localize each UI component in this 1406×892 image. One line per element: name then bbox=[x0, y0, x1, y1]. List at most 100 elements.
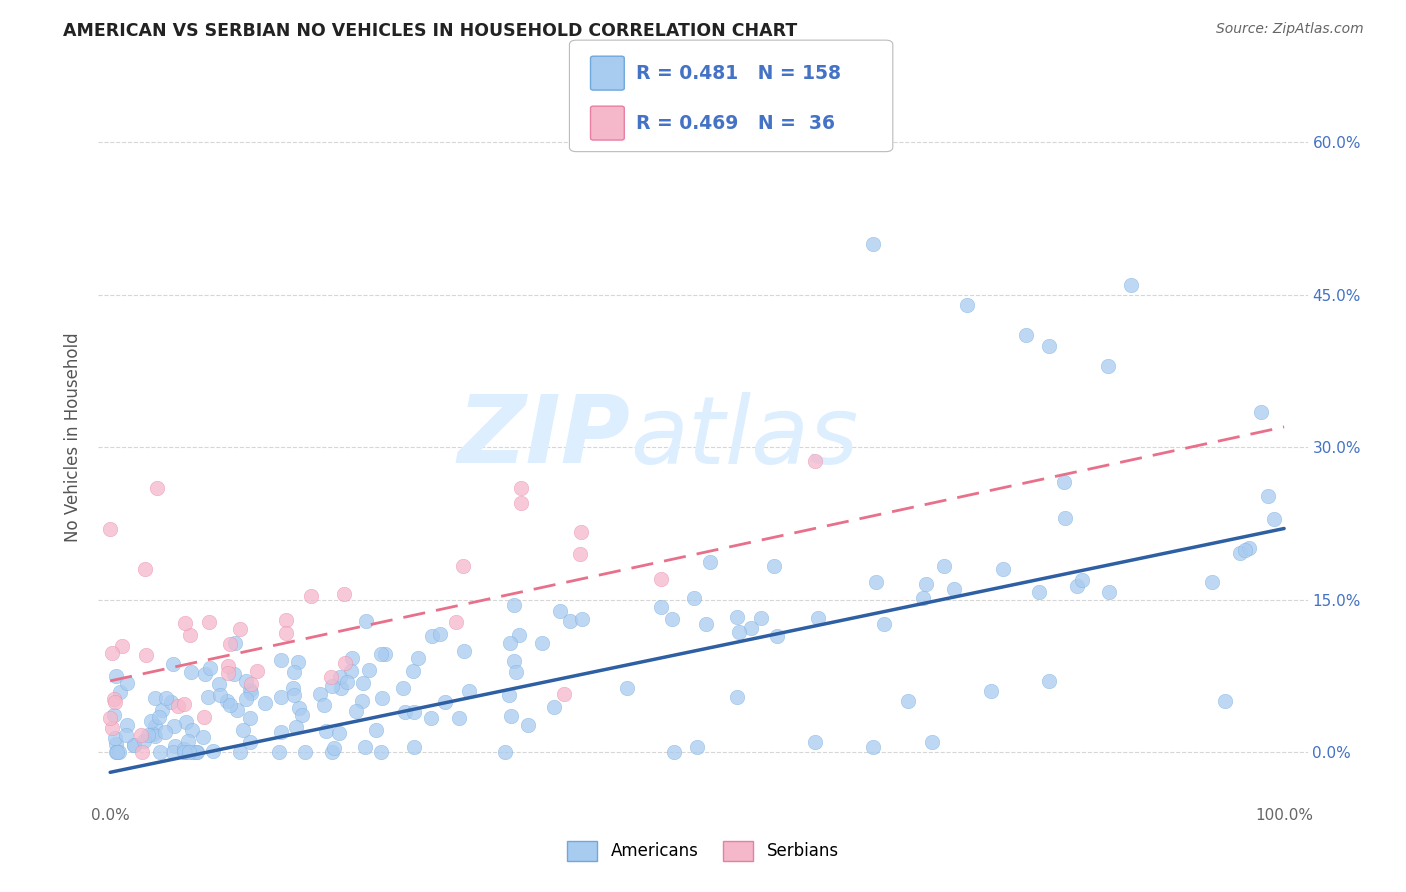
Point bbox=[1038, 339, 1060, 353]
Point bbox=[235, 673, 257, 688]
Point bbox=[198, 661, 221, 675]
Point bbox=[1237, 541, 1260, 555]
Point bbox=[1053, 475, 1076, 489]
Point bbox=[163, 719, 186, 733]
Point bbox=[1263, 512, 1285, 526]
Point bbox=[315, 724, 337, 739]
Point bbox=[444, 615, 467, 629]
Point bbox=[553, 687, 575, 701]
Point bbox=[333, 656, 356, 670]
Point bbox=[404, 739, 426, 754]
Point bbox=[865, 574, 887, 589]
Point bbox=[370, 745, 392, 759]
Point bbox=[115, 675, 138, 690]
Point bbox=[429, 627, 451, 641]
Text: R = 0.481   N = 158: R = 0.481 N = 158 bbox=[636, 63, 841, 83]
Point bbox=[449, 711, 471, 725]
Point bbox=[391, 681, 413, 695]
Point bbox=[329, 670, 352, 684]
Point bbox=[239, 711, 262, 725]
Point bbox=[186, 745, 208, 759]
Point bbox=[1201, 575, 1223, 590]
Point bbox=[198, 615, 221, 630]
Point bbox=[108, 745, 131, 759]
Point bbox=[683, 591, 706, 605]
Point bbox=[991, 562, 1014, 576]
Point bbox=[394, 705, 416, 719]
Point bbox=[370, 647, 392, 661]
Point bbox=[650, 572, 672, 586]
Point bbox=[548, 604, 571, 618]
Text: R = 0.469   N =  36: R = 0.469 N = 36 bbox=[636, 113, 835, 133]
Point bbox=[104, 745, 127, 759]
Point bbox=[193, 710, 215, 724]
Point bbox=[803, 454, 825, 468]
Point bbox=[166, 698, 188, 713]
Point bbox=[240, 677, 263, 691]
Point bbox=[695, 616, 717, 631]
Y-axis label: No Vehicles in Household: No Vehicles in Household bbox=[65, 332, 83, 542]
Point bbox=[235, 692, 257, 706]
Point bbox=[276, 613, 298, 627]
Text: AMERICAN VS SERBIAN NO VEHICLES IN HOUSEHOLD CORRELATION CHART: AMERICAN VS SERBIAN NO VEHICLES IN HOUSE… bbox=[63, 22, 797, 40]
Point bbox=[149, 745, 172, 759]
Point bbox=[143, 719, 166, 733]
Point bbox=[494, 745, 516, 759]
Point bbox=[359, 663, 381, 677]
Point bbox=[543, 700, 565, 714]
Point bbox=[180, 665, 202, 679]
Point bbox=[728, 625, 751, 640]
Point bbox=[873, 616, 896, 631]
Point bbox=[122, 738, 145, 752]
Point bbox=[285, 720, 308, 734]
Point bbox=[229, 745, 252, 759]
Point bbox=[232, 723, 254, 738]
Point bbox=[291, 708, 314, 723]
Point bbox=[100, 721, 122, 735]
Point bbox=[294, 745, 316, 759]
Point bbox=[350, 694, 373, 708]
Point bbox=[1066, 579, 1088, 593]
Point bbox=[510, 481, 533, 495]
Point bbox=[224, 636, 246, 650]
Point bbox=[571, 612, 593, 626]
Point bbox=[270, 725, 292, 739]
Text: Source: ZipAtlas.com: Source: ZipAtlas.com bbox=[1216, 22, 1364, 37]
Point bbox=[139, 714, 162, 728]
Point bbox=[1071, 573, 1094, 587]
Point bbox=[498, 688, 520, 702]
Point bbox=[371, 691, 394, 706]
Point bbox=[217, 659, 239, 673]
Point bbox=[650, 599, 672, 614]
Point bbox=[406, 651, 429, 665]
Point bbox=[135, 648, 157, 663]
Point bbox=[661, 612, 683, 626]
Point bbox=[322, 740, 344, 755]
Point bbox=[110, 684, 132, 698]
Point bbox=[312, 698, 335, 712]
Point bbox=[239, 686, 262, 700]
Point bbox=[174, 615, 197, 630]
Point bbox=[173, 697, 195, 711]
Point bbox=[208, 688, 231, 702]
Point bbox=[111, 639, 134, 653]
Point bbox=[862, 237, 884, 252]
Point bbox=[503, 654, 526, 668]
Legend: Americans, Serbians: Americans, Serbians bbox=[561, 834, 845, 868]
Point bbox=[177, 734, 200, 748]
Point bbox=[956, 298, 979, 312]
Point bbox=[921, 735, 943, 749]
Point bbox=[270, 690, 292, 704]
Point bbox=[163, 739, 186, 753]
Point bbox=[197, 690, 219, 704]
Point bbox=[143, 730, 166, 744]
Point bbox=[143, 690, 166, 705]
Point bbox=[1098, 585, 1121, 599]
Point bbox=[517, 717, 540, 731]
Point bbox=[340, 651, 363, 665]
Point bbox=[699, 555, 721, 569]
Point bbox=[103, 692, 125, 706]
Point bbox=[129, 727, 152, 741]
Point bbox=[433, 695, 456, 709]
Point bbox=[740, 621, 762, 635]
